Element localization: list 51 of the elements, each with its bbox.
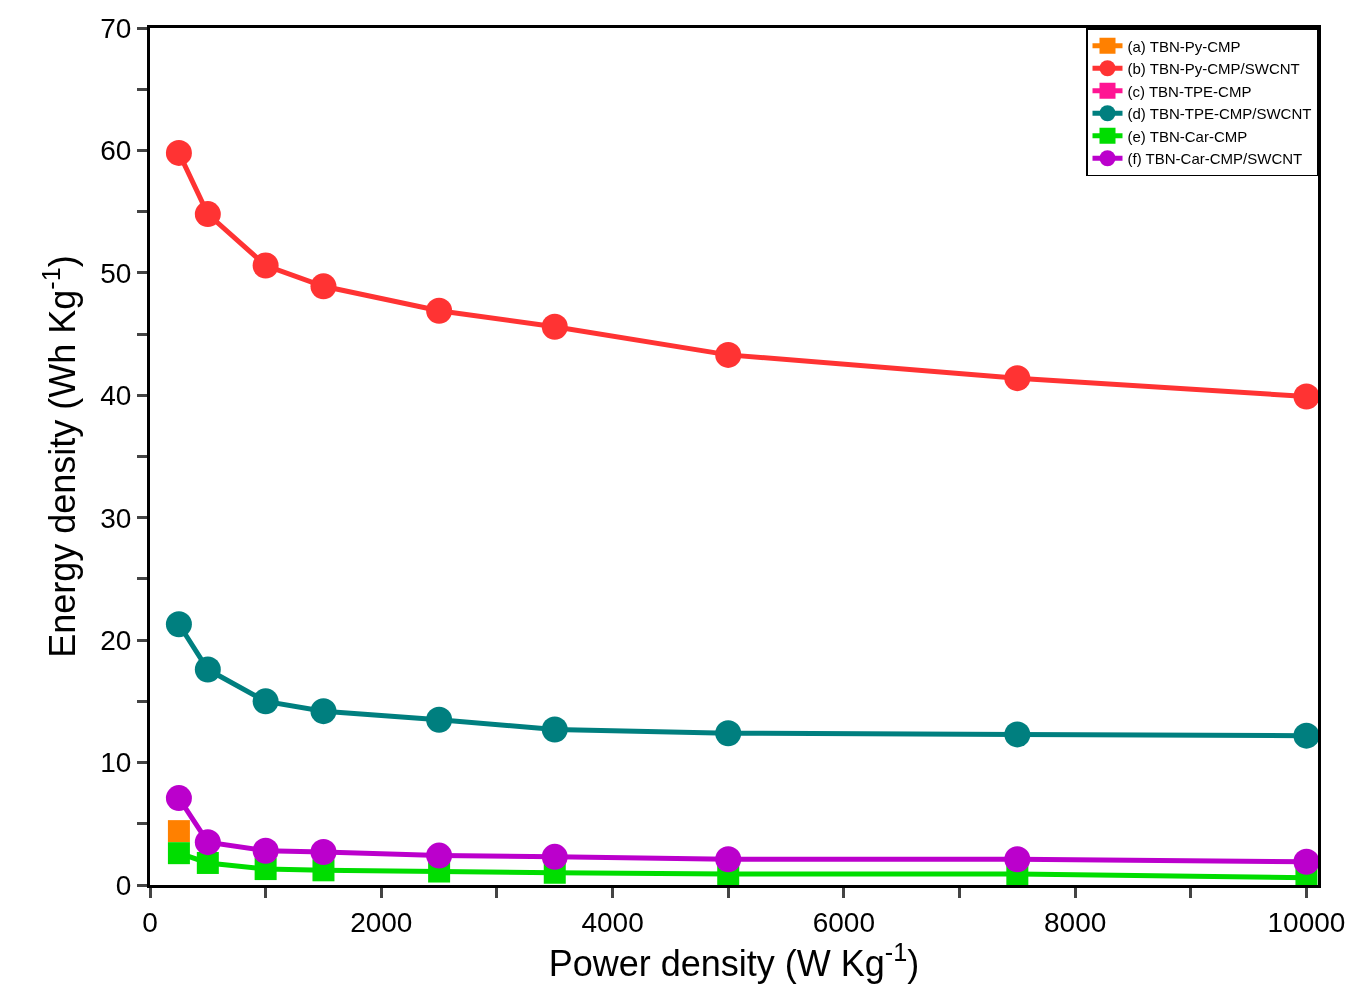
point xyxy=(1004,846,1031,873)
x-tick-label: 4000 xyxy=(581,906,644,938)
x-tick-label: 8000 xyxy=(1044,906,1107,938)
point xyxy=(715,846,742,873)
y-tick-label: 20 xyxy=(100,624,132,656)
point xyxy=(194,656,221,683)
legend-label: (a) TBN-Py-CMP xyxy=(1127,37,1241,55)
point xyxy=(1293,848,1318,875)
point xyxy=(426,706,453,733)
point xyxy=(252,837,279,864)
point xyxy=(541,313,568,340)
y-tick-label: 50 xyxy=(100,257,132,289)
point xyxy=(715,720,742,747)
y-tick-label: 30 xyxy=(100,502,132,534)
point xyxy=(167,820,190,843)
point xyxy=(426,297,453,324)
point xyxy=(310,698,337,725)
x-tick-label: 2000 xyxy=(350,906,413,938)
x-tick-label: 0 xyxy=(142,906,158,938)
point xyxy=(165,785,192,812)
legend-label: (f) TBN-Car-CMP/SWCNT xyxy=(1127,150,1303,168)
y-tick-label: 70 xyxy=(100,12,132,44)
point xyxy=(1293,722,1318,749)
legend-label: (b) TBN-Py-CMP/SWCNT xyxy=(1127,60,1300,78)
point xyxy=(1004,365,1031,392)
point xyxy=(196,851,219,874)
point xyxy=(194,829,221,856)
x-tick-label: 10000 xyxy=(1267,906,1346,938)
point xyxy=(541,716,568,743)
x-tick-label: 6000 xyxy=(812,906,876,938)
point xyxy=(1004,721,1031,748)
x-axis-title: Power density (W Kg$^{-1}$) xyxy=(548,937,920,984)
point xyxy=(194,201,221,228)
point xyxy=(165,611,192,638)
y-tick-label: 60 xyxy=(100,135,132,167)
point xyxy=(715,341,742,368)
legend-label: (d) TBN-TPE-CMP/SWCNT xyxy=(1127,105,1312,123)
point xyxy=(165,139,192,166)
point xyxy=(310,273,337,300)
point xyxy=(252,252,279,279)
legend-label: (e) TBN-Car-CMP xyxy=(1127,127,1248,145)
point xyxy=(167,842,190,865)
legend-label: (c) TBN-TPE-CMP xyxy=(1127,82,1252,100)
y-tick-label: 10 xyxy=(100,747,132,779)
y-tick-label: 40 xyxy=(100,380,132,412)
point xyxy=(426,842,453,869)
point xyxy=(1293,383,1318,410)
point xyxy=(252,688,279,715)
point xyxy=(541,843,568,870)
point xyxy=(310,838,337,865)
y-tick-label: 0 xyxy=(115,869,132,901)
